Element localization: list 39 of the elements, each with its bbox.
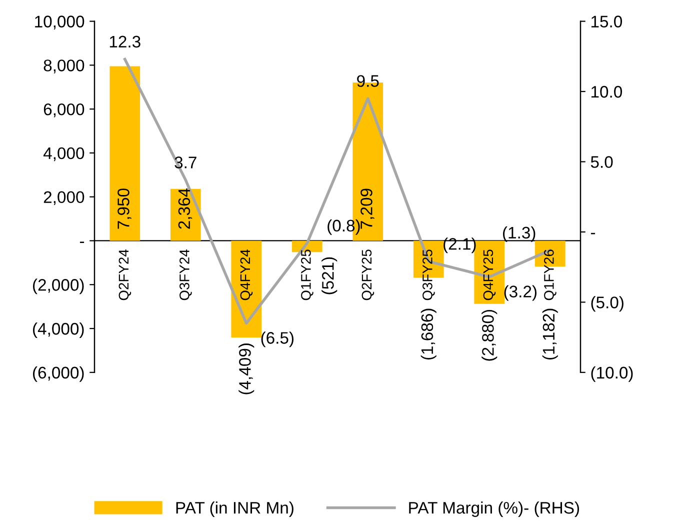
y2-tick-label: (5.0) [591, 296, 624, 312]
data-label: (1.3) [503, 226, 536, 242]
data-label: 12.3 [110, 36, 140, 48]
y-tick-label: 10,000 [35, 16, 84, 30]
data-label: 7,950 [118, 188, 132, 229]
y-tick-label: 8,000 [44, 60, 84, 74]
legend-label: PAT (in INR Mn) [176, 501, 294, 517]
x-tick-label: Q1FY26 [544, 250, 556, 300]
y-tick-label: - [80, 242, 84, 243]
y2-tick-label: (10.0) [591, 366, 633, 382]
bar [231, 240, 262, 338]
y-tick-label: (2,000) [33, 278, 84, 294]
legend-label: PAT Margin (%)- (RHS) [409, 501, 580, 517]
data-label: (4,409) [238, 344, 254, 394]
y2-tick-label: 5.0 [590, 156, 613, 168]
y2-tick-label: 10.0 [591, 86, 622, 98]
y-tick-label: (6,000) [33, 366, 84, 382]
data-label: (2,880) [482, 310, 498, 361]
data-label: 7,209 [360, 188, 374, 229]
y-tick-label: 4,000 [43, 147, 84, 162]
x-tick-label: Q3FY25 [422, 250, 435, 300]
bar [110, 66, 140, 241]
y2-tick-label: - [590, 232, 596, 234]
x-tick-label: Q1FY25 [301, 250, 314, 300]
data-label: 3.7 [174, 156, 196, 168]
y2-tick-label: 15.0 [591, 16, 622, 28]
x-tick-label: Q4FY24 [240, 249, 253, 300]
data-label: (521) [322, 257, 338, 294]
data-label: (1,182) [542, 308, 558, 360]
data-label: (1,686) [420, 308, 436, 360]
x-tick-label: Q3FY24 [180, 249, 192, 300]
y-tick-label: 2,000 [44, 191, 84, 206]
data-label: 2,364 [178, 188, 192, 229]
x-tick-label: Q2FY24 [118, 249, 132, 300]
y-tick-label: (4,000) [33, 322, 84, 338]
y-tick-label: 6,000 [44, 103, 84, 118]
x-tick-label: Q4FY25 [483, 250, 496, 300]
data-label: (6.5) [261, 332, 294, 348]
x-tick-label: Q2FY25 [362, 250, 374, 300]
